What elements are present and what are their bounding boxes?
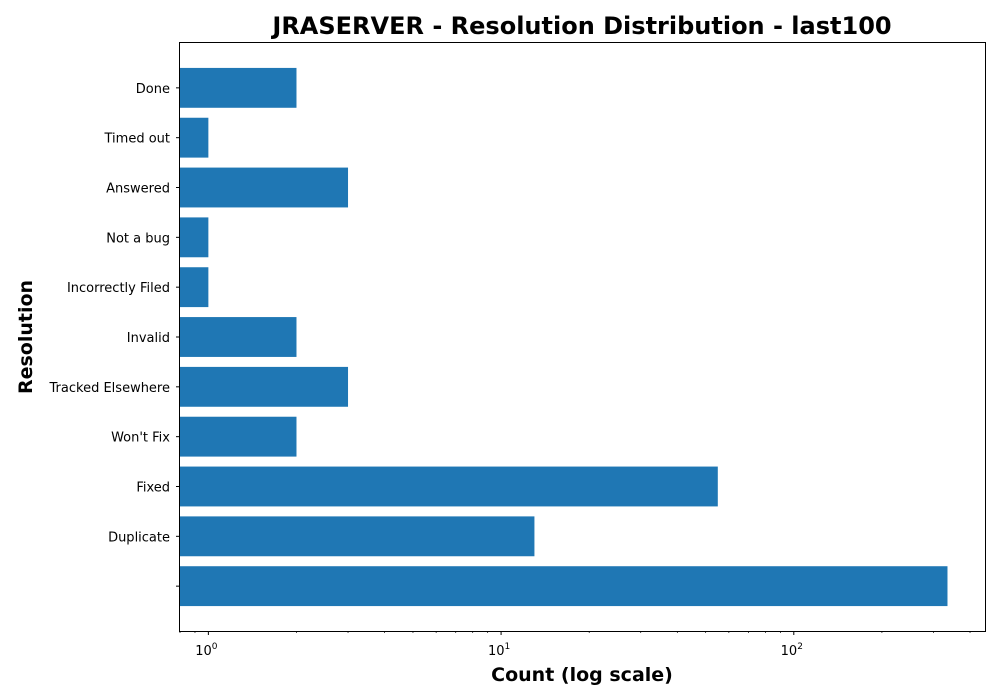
bar [180,516,535,557]
bar [180,217,209,258]
y-tick-label: Won't Fix [111,431,170,446]
bar [180,167,349,208]
bar [180,366,349,407]
y-tick-label: Duplicate [108,530,170,545]
bar [180,566,948,607]
y-tick-label: Answered [106,182,170,197]
y-axis-ticks: Duplicate Fixed Won't Fix Tracked Elsewhere… [49,82,180,587]
y-tick-label: Not a bug [106,231,170,246]
x-tick-exponent: 1 [504,642,510,652]
y-tick-label: Tracked Elsewhere [49,381,170,396]
x-tick-base: 10 [195,644,212,659]
x-axis-ticks: 100 101 102 [179,631,971,659]
bar [180,67,297,108]
bars-layer [180,67,948,607]
bar [180,267,209,308]
x-tick-exponent: 2 [797,642,803,652]
bar [180,117,209,158]
x-tick-label: 101 [488,642,510,659]
chart-title: JRASERVER - Resolution Distribution - la… [270,12,891,40]
x-tick-label: 102 [781,642,803,659]
x-tick-base: 10 [781,644,798,659]
y-tick-label: Incorrectly Filed [67,281,170,296]
x-tick-exponent: 0 [212,642,218,652]
bar [180,466,718,507]
x-axis-label: Count (log scale) [491,664,673,686]
y-tick-label: Fixed [136,480,170,495]
y-tick-label: Done [136,82,170,97]
bar [180,416,297,457]
x-tick-base: 10 [488,644,505,659]
y-tick-label: Timed out [104,132,171,147]
plot-frame [179,42,986,632]
y-axis-label: Resolution [15,280,37,394]
y-tick-label: Invalid [127,331,170,346]
bar [180,317,297,357]
x-tick-label: 100 [195,642,218,659]
